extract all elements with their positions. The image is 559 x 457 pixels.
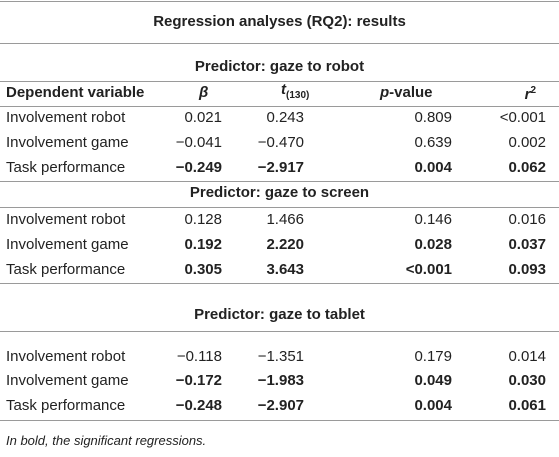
header-text: p — [380, 84, 390, 101]
cell-value: 0.002 — [508, 134, 546, 151]
section-title: Predictor: gaze to tablet — [194, 306, 365, 323]
header-text: t — [281, 81, 286, 98]
cell-value: 0.049 — [414, 372, 452, 389]
header-subscript: (130) — [286, 90, 310, 101]
cell-value: 0.128 — [184, 211, 222, 228]
cell-value: −2.907 — [257, 397, 304, 414]
cell-value: 0.146 — [414, 211, 452, 228]
cell-value: 0.243 — [266, 109, 304, 126]
rule — [0, 420, 559, 421]
cell-value: 1.466 — [266, 211, 304, 228]
row-label: Involvement game — [6, 372, 129, 389]
column-header: p-value — [380, 84, 433, 102]
section-title: Predictor: gaze to robot — [194, 58, 365, 75]
cell-value: −2.917 — [257, 159, 304, 176]
cell-value: 0.061 — [508, 397, 546, 414]
column-header: Dependent variable — [6, 84, 144, 102]
cell-value: −1.983 — [257, 372, 304, 389]
cell-value: −0.041 — [175, 134, 222, 151]
cell-value: −0.172 — [175, 372, 222, 389]
cell-value: 0.179 — [414, 348, 452, 365]
cell-value: <0.001 — [499, 109, 546, 126]
cell-value: 0.004 — [414, 397, 452, 414]
header-text: Dependent variable — [6, 84, 145, 101]
row-label: Task performance — [6, 397, 126, 414]
cell-value: 0.093 — [508, 261, 546, 278]
cell-value: −0.249 — [175, 159, 222, 176]
cell-value: 0.028 — [414, 236, 452, 253]
cell-value: 0.809 — [414, 109, 452, 126]
cell-value: −0.248 — [175, 397, 222, 414]
rule — [0, 207, 559, 208]
table-title: Regression analyses (RQ2): results — [153, 13, 406, 30]
cell-value: −1.351 — [257, 348, 304, 365]
cell-value: 3.643 — [266, 261, 304, 278]
cell-value: −0.470 — [257, 134, 304, 151]
rule — [0, 1, 559, 2]
header-text: β — [199, 84, 209, 101]
cell-value: 0.014 — [508, 348, 546, 365]
row-label: Task performance — [6, 261, 126, 278]
rule — [0, 181, 559, 182]
header-text: r — [524, 86, 531, 103]
rule — [0, 283, 559, 284]
rule — [0, 43, 559, 44]
cell-value: 0.639 — [414, 134, 452, 151]
header-suffix: -value — [389, 84, 433, 101]
row-label: Involvement robot — [6, 348, 126, 365]
cell-value: 0.004 — [414, 159, 452, 176]
rule — [0, 81, 559, 82]
row-label: Involvement game — [6, 236, 129, 253]
cell-value: 0.037 — [508, 236, 546, 253]
cell-value: <0.001 — [405, 261, 452, 278]
cell-value: 0.192 — [184, 236, 222, 253]
cell-value: 0.030 — [508, 372, 546, 389]
cell-value: 2.220 — [266, 236, 304, 253]
rule — [0, 106, 559, 107]
cell-value: 0.305 — [184, 261, 222, 278]
rule — [0, 331, 559, 332]
column-header: t(130) — [281, 81, 309, 105]
cell-value: −0.118 — [176, 348, 222, 365]
row-label: Involvement robot — [6, 211, 126, 228]
row-label: Involvement robot — [6, 109, 126, 126]
row-label: Involvement game — [6, 134, 129, 151]
section-title: Predictor: gaze to screen — [189, 184, 370, 201]
cell-value: 0.062 — [508, 159, 546, 176]
cell-value: 0.016 — [508, 211, 546, 228]
header-superscript: 2 — [530, 85, 536, 96]
cell-value: 0.021 — [184, 109, 222, 126]
column-header: r2 — [525, 82, 536, 104]
column-header: β — [199, 84, 208, 102]
table-note: In bold, the significant regressions. — [6, 433, 207, 448]
row-label: Task performance — [6, 159, 126, 176]
